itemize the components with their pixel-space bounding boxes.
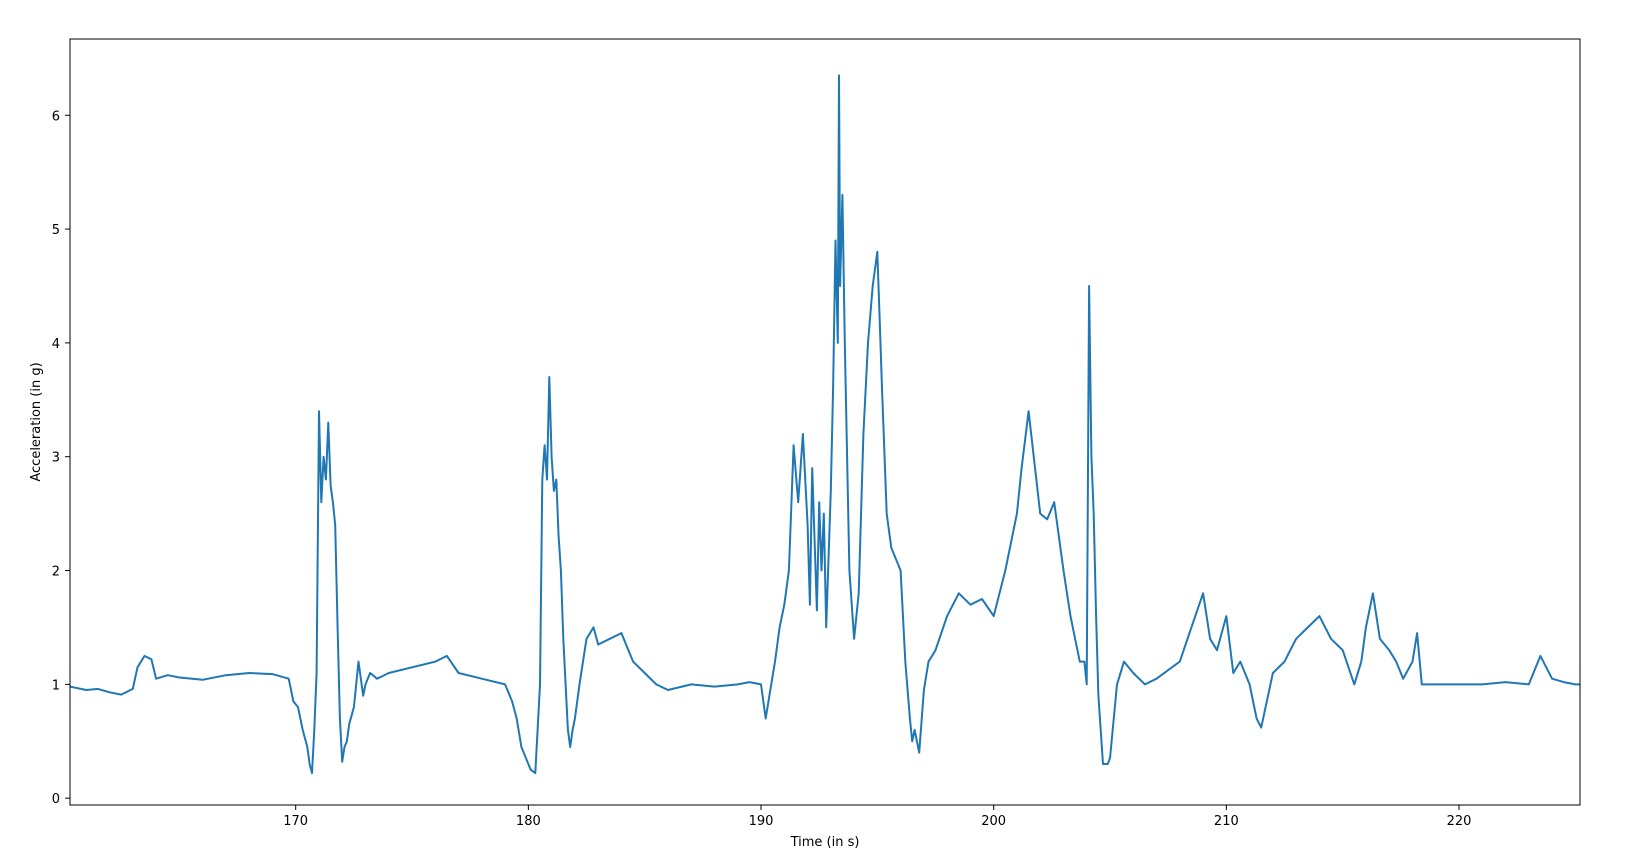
y-tick-label: 6 bbox=[52, 109, 60, 124]
y-tick-label: 3 bbox=[52, 451, 60, 466]
y-tick-label: 1 bbox=[52, 678, 60, 693]
x-tick-label: 220 bbox=[1447, 814, 1472, 829]
x-axis-label: Time (in s) bbox=[790, 835, 860, 850]
x-tick-label: 170 bbox=[283, 814, 308, 829]
x-tick-label: 190 bbox=[749, 814, 774, 829]
y-tick-label: 0 bbox=[52, 792, 60, 807]
x-axis-ticks: 170 180 190 200 210 220 bbox=[283, 805, 1471, 829]
plot-area bbox=[70, 74, 1580, 775]
axes-frame bbox=[69, 38, 1581, 806]
y-tick-label: 4 bbox=[52, 337, 60, 352]
y-tick-label: 5 bbox=[52, 223, 60, 238]
series-line-0 bbox=[70, 74, 1580, 775]
x-tick-label: 210 bbox=[1214, 814, 1239, 829]
y-axis-label: Acceleration (in g) bbox=[29, 362, 44, 481]
y-axis-ticks: 0 1 2 3 4 5 6 bbox=[52, 109, 70, 807]
x-tick-label: 200 bbox=[981, 814, 1006, 829]
x-tick-label: 180 bbox=[516, 814, 541, 829]
y-tick-label: 2 bbox=[52, 565, 60, 580]
